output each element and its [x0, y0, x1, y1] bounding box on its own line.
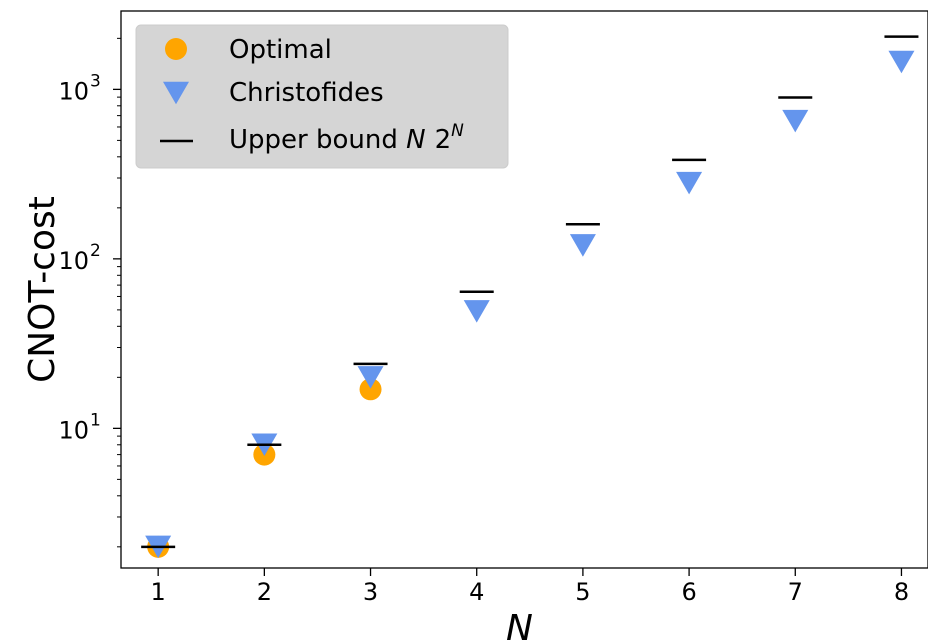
legend-label-upper-bound-text: Upper bound — [229, 125, 406, 155]
x-tick-label: 1 — [151, 578, 166, 606]
optimal-point — [359, 378, 382, 401]
christofides-point — [888, 50, 915, 74]
legend-marker-optimal — [165, 38, 187, 60]
legend-marker-christofides — [163, 81, 189, 105]
christofides-point — [569, 234, 596, 257]
x-tick-label: 7 — [788, 578, 803, 606]
y-axis-title: CNOT-cost — [22, 196, 63, 383]
y-minor-ticks — [117, 37, 121, 548]
legend-box — [135, 24, 509, 169]
y-tick-exponent: 1 — [90, 410, 101, 430]
x-tick-label: 4 — [469, 578, 484, 606]
christofides-point — [782, 109, 809, 133]
y-tick-exponent: 3 — [90, 71, 101, 91]
legend: Optimal Christofides Upper bound N 2N — [135, 24, 509, 169]
y-tick-label: 10 — [58, 416, 89, 444]
legend-label-christofides: Christofides — [229, 78, 384, 108]
christofides-point — [463, 300, 490, 323]
x-tick-label: 6 — [681, 578, 696, 606]
data-marks — [141, 35, 919, 559]
x-tick-label: 5 — [575, 578, 590, 606]
x-tick-label: 8 — [894, 578, 909, 606]
legend-label-upper-bound-exp: N — [451, 121, 464, 141]
legend-label-upper-bound-var: N — [406, 125, 425, 155]
christofides-point — [676, 171, 703, 195]
y-tick-label: 10 — [58, 247, 89, 275]
plot-frame — [120, 10, 928, 569]
christofides-point — [357, 366, 384, 389]
x-tick-label: 2 — [257, 578, 272, 606]
x-axis-title: N — [506, 608, 533, 644]
x-ticks: 1 2 3 4 5 6 7 8 — [151, 568, 909, 606]
y-tick-exponent: 2 — [90, 241, 101, 261]
x-tick-label: 3 — [363, 578, 378, 606]
legend-label-upper-bound: Upper bound N 2N — [229, 121, 464, 155]
legend-label-optimal: Optimal — [229, 35, 332, 65]
y-tick-label: 10 — [58, 77, 89, 105]
legend-label-upper-bound-base: 2 — [435, 125, 452, 155]
